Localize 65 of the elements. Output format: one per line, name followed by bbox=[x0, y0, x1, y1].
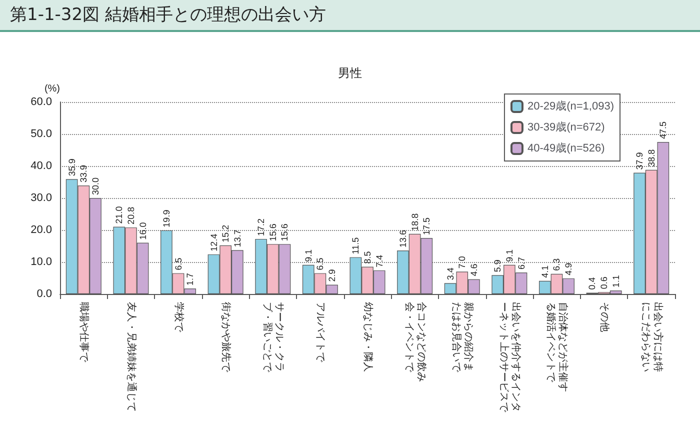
data-label: 33.9 bbox=[78, 164, 89, 183]
x-tick-label: 幼なじみ・隣人 bbox=[362, 302, 374, 372]
x-tick-label: アルバイトで bbox=[314, 302, 326, 363]
data-label: 1.7 bbox=[185, 273, 196, 286]
data-label: 37.9 bbox=[634, 152, 645, 170]
data-label: 17.2 bbox=[256, 218, 266, 236]
data-label: 7.0 bbox=[457, 256, 468, 269]
y-tick-label: 40.0 bbox=[30, 160, 52, 172]
chart-subtitle: 男性 bbox=[338, 66, 362, 80]
data-label: 2.9 bbox=[327, 269, 338, 282]
data-label: 4.9 bbox=[564, 262, 574, 276]
data-label: 7.4 bbox=[374, 254, 384, 268]
data-label: 0.6 bbox=[599, 276, 610, 290]
x-tick-label: 学校で bbox=[172, 302, 185, 333]
data-label: 35.9 bbox=[66, 158, 77, 176]
x-tick-label: サークル・クラブ・習いごとで bbox=[261, 302, 284, 373]
legend-label: 30-39歳(n=672) bbox=[527, 120, 605, 134]
x-tick-label: 合コンなどの飲み会・イベントで bbox=[403, 302, 428, 382]
data-label: 21.0 bbox=[114, 206, 124, 224]
legend-label: 40-49歳(n=526) bbox=[527, 142, 605, 154]
y-tick-label: 30.0 bbox=[30, 192, 52, 204]
data-label: 1.1 bbox=[610, 274, 621, 288]
data-label: 30.0 bbox=[90, 177, 100, 195]
data-label: 18.8 bbox=[410, 213, 420, 231]
data-label: 38.8 bbox=[646, 149, 656, 167]
y-axis-title: (%) bbox=[44, 84, 60, 94]
x-tick-label: 出会い方には特にこだわらない bbox=[640, 302, 664, 372]
data-label: 6.5 bbox=[315, 258, 326, 270]
x-tick-label: その他 bbox=[598, 302, 611, 332]
data-label: 16.0 bbox=[138, 222, 148, 240]
y-tick-label: 60.0 bbox=[30, 96, 52, 108]
data-label: 47.5 bbox=[658, 121, 668, 139]
y-tick-label: 0.0 bbox=[36, 288, 52, 300]
x-tick-label: 親からの紹介またはお見合いで bbox=[450, 302, 475, 373]
legend-label: 20-29歳(n=1,093) bbox=[527, 100, 614, 112]
data-label: 19.9 bbox=[161, 210, 172, 228]
data-label: 0.4 bbox=[587, 277, 598, 290]
data-label: 12.4 bbox=[208, 234, 219, 252]
x-tick-label: 自治体などが主催する婚活イベントで bbox=[545, 302, 570, 392]
data-label: 4.6 bbox=[468, 264, 479, 276]
data-label: 8.5 bbox=[362, 251, 372, 264]
data-label: 13.7 bbox=[232, 230, 242, 248]
x-tick-label: 街なかや旅先で bbox=[220, 302, 232, 373]
data-label: 9.1 bbox=[303, 249, 314, 262]
x-tick-label: 友人・兄弟姉妹を通じて bbox=[125, 302, 138, 412]
data-label: 15.6 bbox=[268, 224, 278, 242]
data-label: 5.9 bbox=[492, 260, 503, 272]
data-label: 9.1 bbox=[504, 249, 514, 262]
x-tick-label: 職場や仕事で bbox=[78, 302, 90, 363]
data-label: 15.2 bbox=[220, 224, 231, 242]
y-tick-label: 50.0 bbox=[30, 128, 52, 140]
data-label: 4.1 bbox=[540, 265, 550, 278]
data-label: 6.3 bbox=[552, 258, 562, 271]
data-label: 15.6 bbox=[280, 224, 290, 242]
data-label: 13.6 bbox=[398, 230, 408, 248]
data-label: 20.8 bbox=[126, 206, 136, 224]
x-tick-label: 出会いを仲介するインターネット上のサービスで bbox=[498, 302, 522, 413]
y-tick-label: 20.0 bbox=[30, 224, 52, 236]
data-label: 6.7 bbox=[516, 257, 526, 270]
data-label: 3.4 bbox=[445, 268, 456, 280]
y-tick-label: 10.0 bbox=[30, 256, 52, 268]
data-label: 6.5 bbox=[173, 258, 184, 270]
chart-title: 第1-1-32図 結婚相手との理想の出会い方 bbox=[0, 0, 700, 32]
data-label: 11.5 bbox=[350, 237, 361, 254]
data-label: 17.5 bbox=[422, 217, 432, 235]
